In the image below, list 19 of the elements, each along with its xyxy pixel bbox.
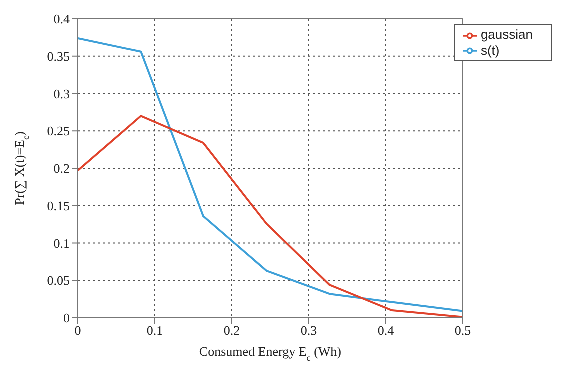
y-tick-label: 0.35 xyxy=(47,48,70,64)
y-tick-label: 0.15 xyxy=(47,198,70,214)
y-tick-label: 0.1 xyxy=(54,236,70,251)
y-tick-label: 0.2 xyxy=(54,161,70,176)
y-tick-label: 0.3 xyxy=(54,86,70,102)
line-series xyxy=(78,37,463,312)
y-tick-label: 0 xyxy=(64,310,70,326)
x-tick-label: 0.4 xyxy=(378,323,395,338)
y-tick-label: 0.05 xyxy=(47,273,70,288)
x-tick-label: 0 xyxy=(74,323,82,338)
x-tick-label: 0.5 xyxy=(454,323,472,338)
x-tick-label: 0.1 xyxy=(146,323,164,338)
legend-label: s(t) xyxy=(480,42,500,58)
x-tick-label: 0.3 xyxy=(300,323,318,338)
x-tick-label: 0.2 xyxy=(224,323,240,338)
y-tick-label: 0.4 xyxy=(54,12,70,27)
legend-label: gaussian xyxy=(480,27,533,42)
y-tick-label: 0.25 xyxy=(47,124,70,139)
x-axis-title: Consumed Energy E$_{c}$ (Wh) xyxy=(199,344,342,363)
